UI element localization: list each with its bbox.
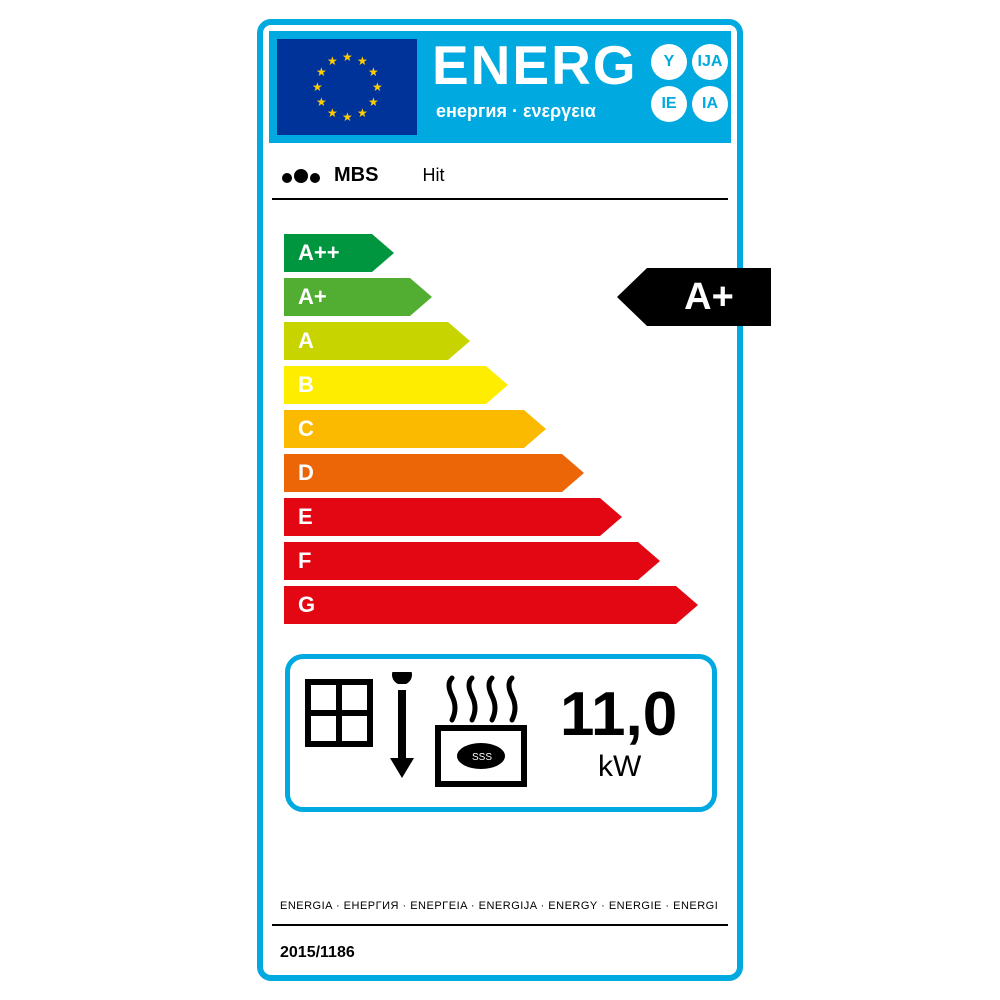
divider bbox=[272, 924, 728, 926]
arrow-tip-icon bbox=[617, 268, 647, 326]
class-label: A bbox=[284, 322, 448, 360]
class-label: C bbox=[284, 410, 524, 448]
power-unit: kW bbox=[598, 752, 641, 782]
energy-title: ENERG bbox=[432, 38, 638, 93]
rating-badge: A+ bbox=[617, 268, 771, 326]
eu-star-icon: ★ bbox=[368, 67, 378, 77]
suffix-circle: IA bbox=[692, 86, 728, 122]
class-arrow: A++ bbox=[284, 234, 394, 272]
eu-star-icon: ★ bbox=[316, 97, 326, 107]
brand-name: MBS bbox=[334, 164, 378, 187]
arrow-tip-icon bbox=[410, 278, 432, 316]
class-label: A+ bbox=[284, 278, 410, 316]
suffix-circle: IJA bbox=[692, 44, 728, 80]
class-arrow: C bbox=[284, 410, 546, 448]
suffix-text: Y bbox=[664, 53, 675, 71]
class-arrow: G bbox=[284, 586, 698, 624]
suffix-text: IE bbox=[661, 95, 676, 113]
heater-icon: SSS bbox=[302, 672, 532, 792]
class-arrow: A bbox=[284, 322, 470, 360]
class-arrow: A+ bbox=[284, 278, 432, 316]
eu-star-icon: ★ bbox=[357, 56, 367, 66]
eu-star-icon: ★ bbox=[342, 52, 352, 62]
suffix-circle: IE bbox=[651, 86, 687, 122]
eu-flag-icon: ★★★★★★★★★★★★ bbox=[277, 39, 417, 135]
eu-star-icon: ★ bbox=[357, 108, 367, 118]
class-label: G bbox=[284, 586, 676, 624]
class-label: A++ bbox=[284, 234, 372, 272]
eu-star-icon: ★ bbox=[312, 82, 322, 92]
arrow-tip-icon bbox=[600, 498, 622, 536]
arrow-tip-icon bbox=[638, 542, 660, 580]
arrow-tip-icon bbox=[676, 586, 698, 624]
arrow-tip-icon bbox=[486, 366, 508, 404]
eu-star-icon: ★ bbox=[316, 67, 326, 77]
class-arrow: E bbox=[284, 498, 622, 536]
power-value: 11,0 bbox=[560, 684, 677, 746]
class-label: B bbox=[284, 366, 486, 404]
eu-star-icon: ★ bbox=[342, 112, 352, 122]
arrow-tip-icon bbox=[562, 454, 584, 492]
energy-subtitle: енергия · ενεργεια bbox=[436, 102, 596, 120]
eu-star-icon: ★ bbox=[372, 82, 382, 92]
class-arrow: F bbox=[284, 542, 660, 580]
suffix-circle: Y bbox=[651, 44, 687, 80]
class-arrow: B bbox=[284, 366, 508, 404]
class-label: D bbox=[284, 454, 562, 492]
class-arrow: D bbox=[284, 454, 584, 492]
footer-regulation: 2015/1186 bbox=[280, 944, 355, 962]
arrow-tip-icon bbox=[372, 234, 394, 272]
footer-languages: ENERGIA · ЕНЕРГИЯ · ΕΝΕΡΓΕΙΑ · ENERGIJA … bbox=[280, 900, 718, 912]
class-label: F bbox=[284, 542, 638, 580]
rating-label: A+ bbox=[647, 268, 771, 326]
class-label: E bbox=[284, 498, 600, 536]
arrow-tip-icon bbox=[524, 410, 546, 448]
eu-star-icon: ★ bbox=[327, 56, 337, 66]
arrow-tip-icon bbox=[448, 322, 470, 360]
eu-star-icon: ★ bbox=[368, 97, 378, 107]
brand-logo-icon bbox=[282, 169, 320, 183]
svg-text:SSS: SSS bbox=[472, 752, 492, 763]
brand-row: MBS Hit bbox=[282, 164, 444, 187]
brand-model: Hit bbox=[422, 165, 444, 186]
divider bbox=[272, 198, 728, 200]
suffix-text: IJA bbox=[698, 53, 723, 71]
eu-star-icon: ★ bbox=[327, 108, 337, 118]
suffix-text: IA bbox=[702, 95, 718, 113]
